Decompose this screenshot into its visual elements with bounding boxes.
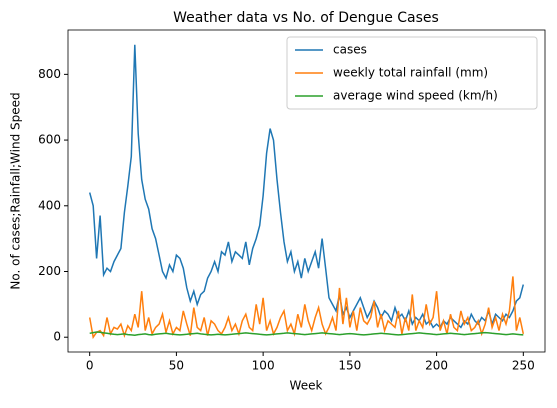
y-tick-label: 600 bbox=[38, 133, 61, 147]
x-tick-label: 250 bbox=[512, 359, 535, 373]
legend-label: weekly total rainfall (mm) bbox=[333, 66, 488, 80]
y-tick-label: 200 bbox=[38, 264, 61, 278]
legend-label: cases bbox=[333, 43, 367, 57]
x-tick-label: 0 bbox=[86, 359, 94, 373]
x-tick-label: 150 bbox=[338, 359, 361, 373]
plot-frame bbox=[67, 29, 546, 353]
y-axis-label: No. of cases;Rainfall;Wind Speed bbox=[9, 92, 23, 289]
x-tick-label: 200 bbox=[425, 359, 448, 373]
x-axis-label: Week bbox=[290, 379, 323, 393]
legend-box bbox=[286, 36, 538, 110]
legend-label: average wind speed (km/h) bbox=[333, 89, 498, 103]
chart-title: Weather data vs No. of Dengue Cases bbox=[173, 10, 439, 26]
series-line bbox=[89, 331, 524, 336]
x-tick-label: 100 bbox=[252, 359, 275, 373]
y-tick-label: 800 bbox=[38, 67, 61, 81]
y-tick-label: 400 bbox=[38, 198, 61, 212]
y-tick-label: 0 bbox=[53, 330, 61, 344]
x-tick-label: 50 bbox=[169, 359, 184, 373]
series-line bbox=[88, 276, 525, 340]
